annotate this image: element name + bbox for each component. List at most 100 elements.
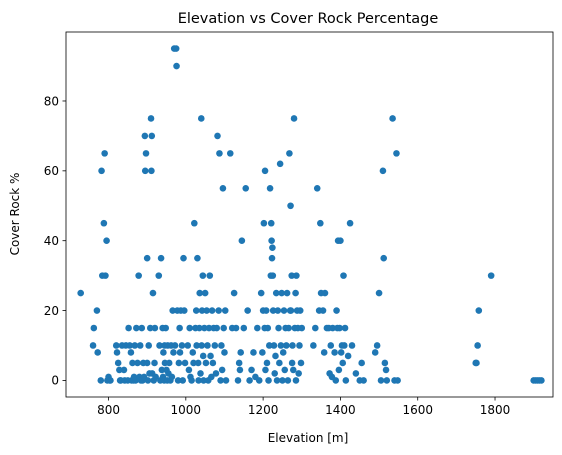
data-point bbox=[180, 307, 188, 314]
data-point bbox=[273, 377, 281, 384]
data-point bbox=[262, 366, 269, 374]
y-axis-label: Cover Rock % bbox=[8, 173, 22, 256]
data-point bbox=[217, 377, 224, 384]
data-point bbox=[276, 160, 284, 168]
data-point bbox=[289, 366, 297, 374]
data-point bbox=[196, 289, 204, 297]
data-point bbox=[348, 342, 356, 349]
data-point bbox=[209, 359, 217, 367]
data-point bbox=[194, 254, 201, 262]
data-point bbox=[94, 349, 101, 356]
data-point bbox=[221, 307, 229, 314]
data-point bbox=[346, 219, 354, 227]
data-point bbox=[327, 342, 335, 349]
data-point bbox=[266, 342, 273, 349]
data-point bbox=[188, 377, 195, 384]
data-point bbox=[162, 324, 170, 332]
data-point bbox=[312, 324, 319, 332]
data-point bbox=[208, 307, 216, 314]
data-point bbox=[207, 352, 214, 360]
data-point bbox=[107, 377, 114, 384]
data-point bbox=[380, 254, 388, 262]
data-point bbox=[189, 349, 197, 356]
data-point bbox=[317, 219, 324, 227]
data-point bbox=[145, 342, 153, 349]
data-point bbox=[340, 342, 348, 349]
data-point bbox=[136, 342, 144, 349]
data-point bbox=[286, 150, 293, 157]
data-point bbox=[90, 324, 98, 332]
data-point bbox=[394, 377, 401, 384]
data-point bbox=[171, 342, 179, 349]
data-point bbox=[285, 324, 292, 332]
data-point bbox=[259, 349, 266, 356]
data-point bbox=[211, 342, 219, 349]
data-point bbox=[176, 324, 183, 332]
data-point bbox=[151, 359, 158, 367]
data-point bbox=[381, 359, 389, 367]
data-point bbox=[331, 349, 338, 356]
data-point bbox=[269, 307, 277, 314]
y-tick-label: 0 bbox=[51, 374, 59, 388]
data-point bbox=[216, 150, 223, 157]
data-point bbox=[358, 359, 365, 367]
data-point bbox=[208, 373, 215, 381]
data-point bbox=[184, 342, 192, 349]
data-point bbox=[474, 342, 481, 349]
data-point bbox=[218, 366, 226, 374]
data-point bbox=[283, 289, 291, 297]
data-point bbox=[201, 324, 208, 332]
data-point bbox=[190, 359, 197, 367]
data-point bbox=[232, 324, 240, 332]
data-point bbox=[263, 359, 271, 367]
data-point bbox=[221, 349, 228, 356]
data-point bbox=[292, 377, 300, 384]
data-point bbox=[141, 132, 149, 140]
y-tick-label: 60 bbox=[44, 164, 59, 178]
data-point bbox=[242, 185, 250, 192]
data-point bbox=[313, 185, 321, 192]
data-point bbox=[278, 289, 285, 297]
data-point bbox=[205, 324, 213, 332]
data-point bbox=[192, 307, 200, 314]
data-point bbox=[379, 167, 387, 175]
data-point bbox=[289, 342, 296, 349]
data-point bbox=[234, 377, 242, 384]
data-point bbox=[342, 377, 350, 384]
data-point bbox=[204, 342, 211, 349]
data-point bbox=[175, 359, 183, 367]
data-point bbox=[98, 167, 105, 175]
x-tick-label: 800 bbox=[97, 403, 120, 417]
data-point bbox=[332, 377, 340, 384]
data-point bbox=[148, 132, 156, 140]
data-point bbox=[475, 307, 483, 314]
data-point bbox=[274, 307, 282, 314]
data-point bbox=[112, 342, 120, 349]
data-point bbox=[201, 289, 209, 297]
data-point bbox=[185, 366, 193, 374]
data-point bbox=[335, 366, 343, 374]
data-point bbox=[266, 185, 274, 192]
data-point bbox=[321, 289, 329, 297]
data-point bbox=[262, 307, 270, 314]
data-point bbox=[148, 167, 155, 175]
data-point bbox=[127, 349, 135, 356]
data-point bbox=[194, 359, 202, 367]
data-point bbox=[373, 342, 381, 349]
data-point bbox=[165, 359, 173, 367]
data-point bbox=[215, 307, 222, 314]
data-point bbox=[186, 324, 193, 332]
data-point bbox=[222, 377, 230, 384]
x-tick-label: 1600 bbox=[402, 403, 433, 417]
data-point bbox=[199, 352, 207, 360]
data-point bbox=[179, 377, 187, 384]
data-point bbox=[125, 324, 132, 332]
data-point bbox=[149, 289, 157, 297]
data-point bbox=[169, 307, 176, 314]
data-point bbox=[226, 150, 234, 157]
data-point bbox=[141, 167, 149, 175]
data-point bbox=[339, 359, 347, 367]
data-point bbox=[170, 349, 177, 356]
data-point bbox=[197, 115, 205, 122]
